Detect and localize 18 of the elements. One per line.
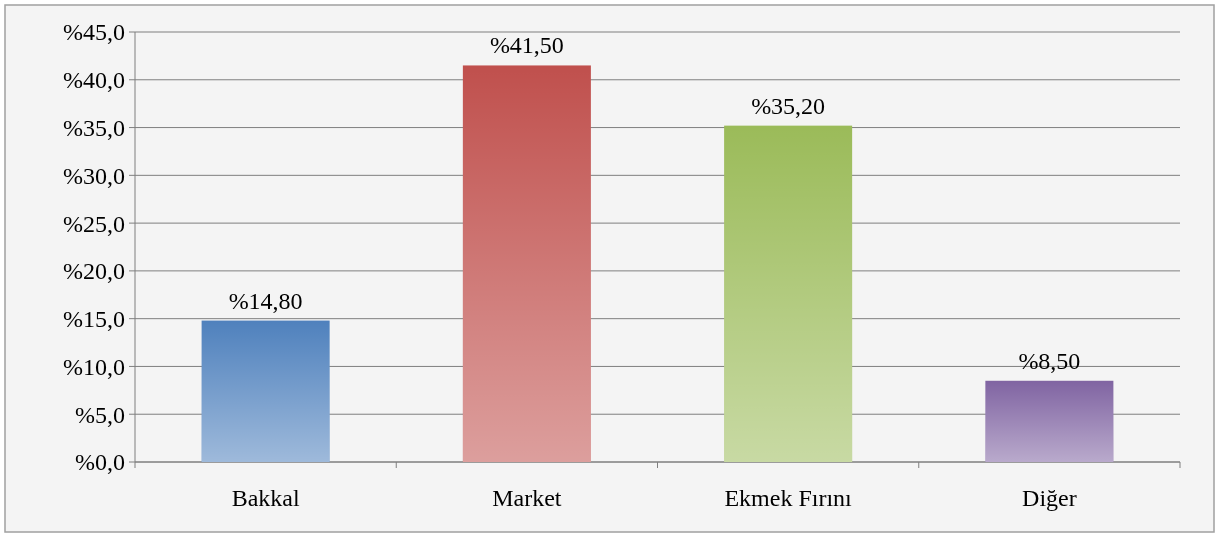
data-label: %41,50 xyxy=(489,32,564,59)
y-tick-label: %25,0 xyxy=(63,210,125,237)
x-tick-label: Market xyxy=(492,485,562,511)
y-tick-label: %30,0 xyxy=(63,162,125,189)
y-tick-label: %5,0 xyxy=(75,401,125,428)
y-tick-label: %35,0 xyxy=(63,114,125,141)
x-tick-label: Ekmek Fırını xyxy=(724,485,853,511)
y-tick-label: %0,0 xyxy=(75,449,125,476)
x-tick-label: Diğer xyxy=(1022,485,1077,511)
y-tick-label: %20,0 xyxy=(63,258,125,285)
data-label: %35,20 xyxy=(751,92,826,119)
y-tick-label: %15,0 xyxy=(63,306,125,333)
y-tick-label: %40,0 xyxy=(63,67,125,94)
x-tick-label: Bakkal xyxy=(231,485,300,511)
data-label: %8,50 xyxy=(1018,347,1081,374)
data-label: %14,80 xyxy=(228,287,303,314)
y-tick-label: %45,0 xyxy=(63,19,125,46)
y-tick-label: %10,0 xyxy=(63,353,125,380)
